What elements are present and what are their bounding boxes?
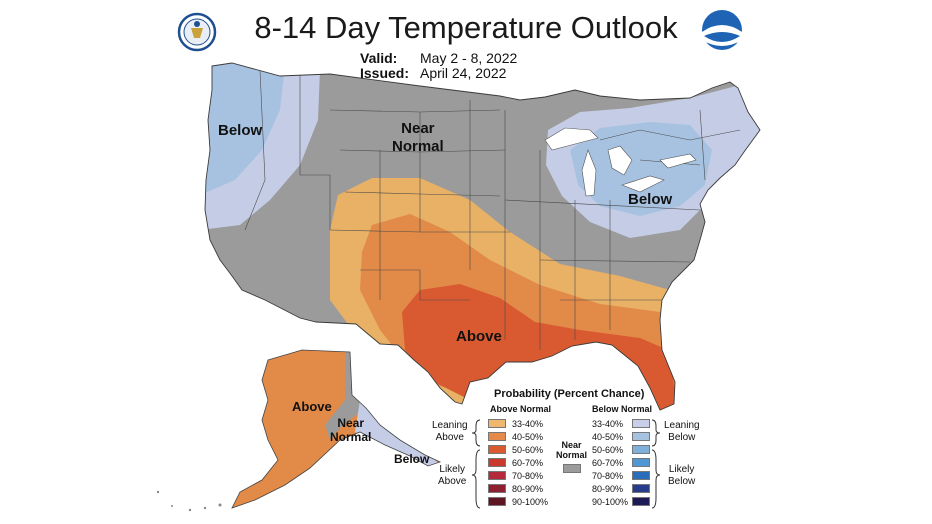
leaning-above-1: Leaning — [432, 420, 468, 431]
legend-below-label: 90-100% — [592, 496, 629, 507]
legend-above-label: 33-40% — [512, 418, 544, 429]
label-above-south: Above — [456, 328, 502, 345]
alaska-outline — [231, 349, 442, 509]
leaning-below-2: Below — [668, 432, 696, 443]
legend-leaning-above: Leaning Above — [432, 420, 468, 444]
doc-seal-icon — [177, 12, 217, 52]
aleutian-islands — [156, 490, 222, 512]
legend-above-label: 40-50% — [512, 431, 544, 442]
label-near-normal-alaska: Near Normal — [330, 416, 371, 444]
label-near-normal-alaska-2: Normal — [330, 430, 372, 444]
legend-below-label: 40-50% — [592, 431, 624, 442]
issued-value: April 24, 2022 — [420, 65, 507, 81]
leaning-below-1: Leaning — [664, 420, 700, 431]
legend-below-label: 60-70% — [592, 457, 624, 468]
legend-below-header: Below Normal — [592, 404, 653, 414]
likely-above-1: Likely — [439, 464, 465, 475]
great-lakes — [544, 127, 697, 197]
label-below-east: Below — [628, 191, 673, 208]
legend-above-swatch — [488, 471, 506, 480]
legend-below-row: 33-40% — [592, 417, 650, 430]
legend-below-swatch — [632, 471, 650, 480]
noaa-logo-icon — [702, 10, 742, 50]
legend-above-row: 90-100% — [488, 495, 550, 508]
label-below-alaska: Below — [394, 452, 430, 466]
legend-above-label: 90-100% — [512, 496, 549, 507]
label-near-normal: Near Normal — [392, 120, 444, 156]
likely-above-2: Above — [438, 476, 467, 487]
leaning-above-2: Above — [435, 432, 464, 443]
issued-date: Issued: April 24, 2022 — [360, 65, 506, 81]
legend-below-swatch — [632, 445, 650, 454]
legend-above-swatch — [488, 419, 506, 428]
legend-below-row: 80-90% — [592, 482, 650, 495]
legend-below-swatch — [632, 419, 650, 428]
legend-below-label: 70-80% — [592, 470, 624, 481]
below-40-50-east — [570, 122, 712, 216]
legend-above-row: 60-70% — [488, 456, 550, 469]
legend-near-2: Normal — [556, 450, 588, 460]
legend-below-label: 50-60% — [592, 444, 624, 455]
legend-above-swatch — [488, 497, 506, 506]
legend-above-label: 50-60% — [512, 444, 544, 455]
legend-below-label: 80-90% — [592, 483, 624, 494]
valid-dates: Valid: May 2 - 8, 2022 — [360, 50, 517, 66]
label-near-normal-alaska-1: Near — [337, 416, 365, 430]
likely-below-1: Likely — [668, 464, 695, 475]
legend-likely-above: Likely Above — [438, 464, 466, 488]
legend-near-normal: Near Normal — [556, 440, 587, 473]
legend-above-label: 70-80% — [512, 470, 544, 481]
page-title: 8-14 Day Temperature Outlook — [254, 10, 678, 45]
legend-title: Probability (Percent Chance) — [494, 388, 645, 400]
legend-below-rows: 33-40% 40-50% 50-60% 60-70% 70-80% 80-90% 90-1… — [592, 417, 650, 508]
label-above-alaska: Above — [292, 399, 332, 414]
legend-above-label: 80-90% — [512, 483, 544, 494]
legend-below-row: 40-50% — [592, 430, 650, 443]
legend-above-swatch — [488, 484, 506, 493]
legend-above-label: 60-70% — [512, 457, 544, 468]
legend-leaning-below: Leaning Below — [664, 420, 700, 444]
legend-below-row: 70-80% — [592, 469, 650, 482]
legend-likely-below: Likely Below — [668, 464, 695, 488]
valid-label: Valid: — [360, 50, 398, 66]
legend-above-swatch — [488, 432, 506, 441]
below-40-50-west — [205, 63, 285, 195]
legend-below-swatch — [632, 432, 650, 441]
legend-near-swatch — [562, 464, 581, 473]
conus-outline — [204, 62, 761, 411]
legend-above-swatch — [488, 458, 506, 467]
state-boundaries — [244, 69, 741, 350]
label-near-normal-1: Near — [401, 120, 435, 137]
legend-above-header: Above Normal — [490, 404, 552, 414]
legend-above-swatch — [488, 445, 506, 454]
legend-above-row: 70-80% — [488, 469, 550, 482]
legend-braces — [471, 419, 661, 509]
legend-below-row: 60-70% — [592, 456, 650, 469]
legend-above-row: 33-40% — [488, 417, 550, 430]
legend-below-swatch — [632, 497, 650, 506]
valid-value: May 2 - 8, 2022 — [420, 50, 518, 66]
legend-above-row: 40-50% — [488, 430, 550, 443]
legend-above-row: 80-90% — [488, 482, 550, 495]
legend-near-1: Near — [561, 440, 582, 450]
legend-below-label: 33-40% — [592, 418, 624, 429]
legend-above-rows: 33-40% 40-50% 50-60% 60-70% 70-80% 80-90% 90-1… — [488, 417, 550, 508]
issued-label: Issued: — [360, 65, 410, 81]
legend-below-row: 90-100% — [592, 495, 650, 508]
legend-below-swatch — [632, 484, 650, 493]
label-below-west: Below — [218, 122, 263, 139]
likely-below-2: Below — [668, 476, 696, 487]
legend-above-row: 50-60% — [488, 443, 550, 456]
label-near-normal-2: Normal — [392, 138, 444, 155]
legend-below-swatch — [632, 458, 650, 467]
legend-below-row: 50-60% — [592, 443, 650, 456]
